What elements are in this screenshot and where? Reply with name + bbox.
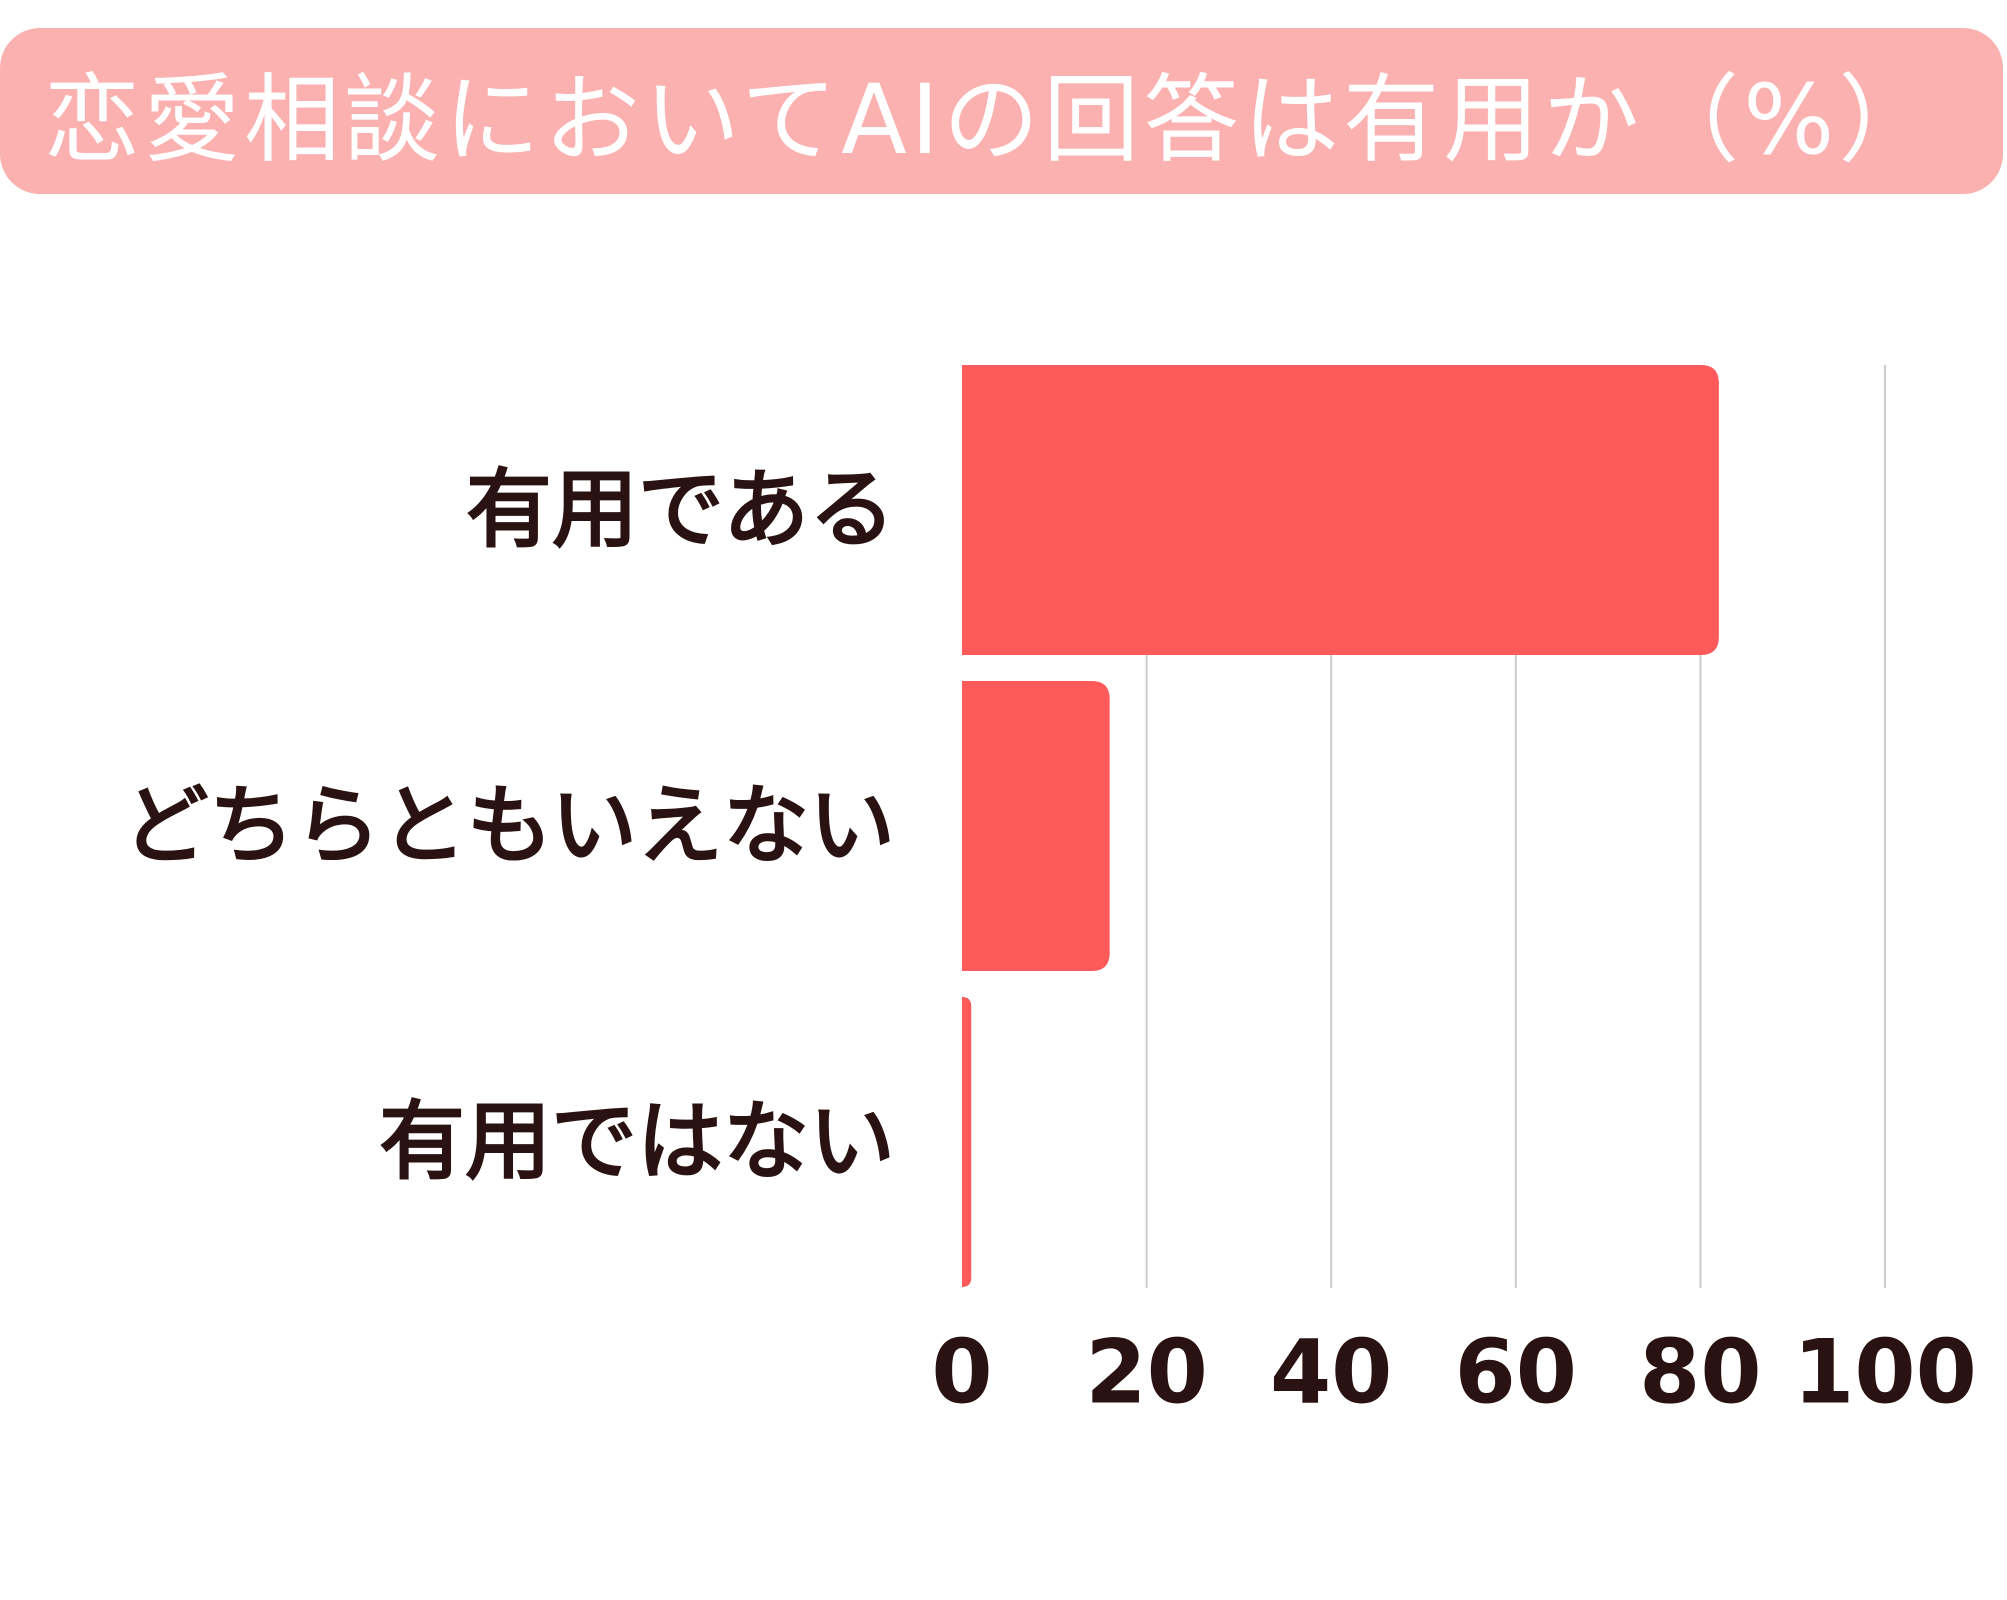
title-banner: 恋愛相談においてAIの回答は有用か（%）	[0, 28, 2003, 194]
bar-3	[962, 997, 972, 1287]
x-tick-labels: 0 20 40 60 80 100	[931, 1321, 1976, 1424]
x-tick-label-40: 40	[1270, 1321, 1392, 1424]
x-tick-label-60: 60	[1455, 1321, 1577, 1424]
category-label-1: 有用である	[466, 460, 895, 560]
chart-title: 恋愛相談においてAIの回答は有用か（%）	[44, 63, 1939, 176]
bar-1	[962, 365, 1719, 655]
category-label-3: 有用ではない	[379, 1092, 895, 1192]
x-tick-label-20: 20	[1085, 1321, 1207, 1424]
x-tick-label-100: 100	[1793, 1321, 1977, 1424]
bar-2	[962, 681, 1110, 971]
category-label-2: どちらともいえない	[123, 776, 895, 876]
x-tick-label-80: 80	[1639, 1321, 1761, 1424]
bars	[962, 365, 1719, 1287]
x-tick-label-0: 0	[931, 1321, 992, 1424]
